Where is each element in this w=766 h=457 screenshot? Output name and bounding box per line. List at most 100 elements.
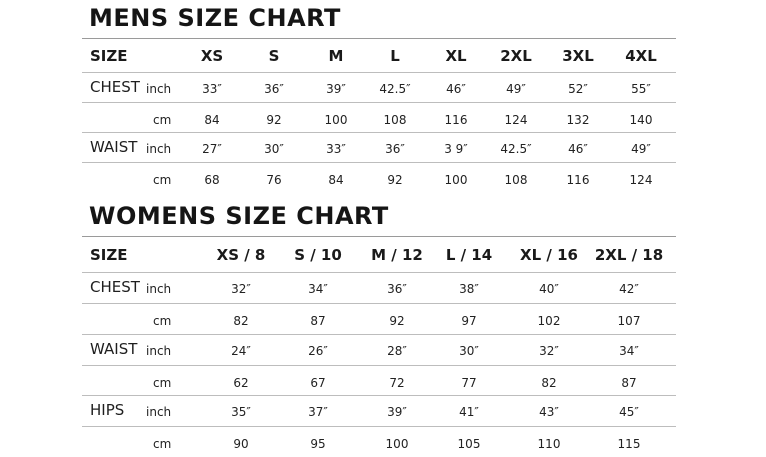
womens-measure-row: CHEST inch 32″ 34″ 36″ 38″ 40″ 42″ [82, 273, 676, 304]
mens-value-cell: 49″ [631, 142, 651, 156]
womens-value-cell: 77 [461, 376, 477, 390]
mens-size-header: 2XL [500, 47, 532, 65]
mens-size-header: L [390, 47, 400, 65]
mens-value-cell: 92 [266, 113, 282, 127]
womens-value-cell: 95 [310, 437, 326, 451]
womens-value-cell: 102 [537, 314, 561, 328]
mens-value-cell: 92 [387, 173, 403, 187]
womens-value-cell: 41″ [459, 405, 479, 419]
womens-header-row: SIZE XS / 8 S / 10 M / 12 L / 14 XL / 16 2XL /… [82, 237, 676, 273]
womens-measure-label: HIPS [90, 401, 125, 419]
womens-measure-row: cm 90 95 100 105 110 115 [82, 427, 676, 457]
womens-measure-label: CHEST [90, 278, 140, 296]
mens-value-cell: 49″ [506, 82, 526, 96]
womens-value-cell: 32″ [231, 282, 251, 296]
mens-value-cell: 52″ [568, 82, 588, 96]
mens-measure-label: CHEST [90, 78, 140, 96]
womens-value-cell: 67 [310, 376, 326, 390]
womens-size-header-label: SIZE [90, 246, 128, 264]
womens-value-cell: 90 [233, 437, 249, 451]
womens-unit-label: cm [153, 314, 172, 328]
mens-value-cell: 68 [204, 173, 220, 187]
mens-value-cell: 108 [504, 173, 528, 187]
mens-size-header: M [328, 47, 344, 65]
womens-value-cell: 37″ [308, 405, 328, 419]
mens-measure-row: cm 84 92 100 108 116 124 132 140 [82, 103, 676, 133]
womens-value-cell: 39″ [387, 405, 407, 419]
womens-value-cell: 110 [537, 437, 561, 451]
womens-size-header: S / 10 [294, 246, 342, 264]
womens-size-table: SIZE XS / 8 S / 10 M / 12 L / 14 XL / 16 2XL /… [82, 236, 676, 457]
mens-value-cell: 108 [383, 113, 407, 127]
mens-size-header: 4XL [625, 47, 657, 65]
womens-measure-row: WAIST inch 24″ 26″ 28″ 30″ 32″ 34″ [82, 335, 676, 366]
mens-measure-label: WAIST [90, 138, 138, 156]
womens-value-cell: 43″ [539, 405, 559, 419]
mens-measure-row: WAIST inch 27″ 30″ 33″ 36″ 3 9″ 42.5″ 46″ 49″ [82, 133, 676, 163]
mens-value-cell: 100 [444, 173, 468, 187]
mens-value-cell: 42.5″ [500, 142, 532, 156]
womens-measure-row: cm 82 87 92 97 102 107 [82, 304, 676, 335]
womens-value-cell: 35″ [231, 405, 251, 419]
womens-value-cell: 100 [385, 437, 409, 451]
mens-value-cell: 46″ [446, 82, 466, 96]
mens-size-chart-title: MENS SIZE CHART [89, 4, 341, 32]
mens-value-cell: 140 [629, 113, 653, 127]
mens-size-table: SIZE XS S M L XL 2XL 3XL 4XL CHEST inch 33″ 36″ 39″ 42… [82, 38, 676, 192]
womens-value-cell: 87 [621, 376, 637, 390]
mens-value-cell: 33″ [202, 82, 222, 96]
mens-unit-label: cm [153, 113, 172, 127]
womens-value-cell: 45″ [619, 405, 639, 419]
mens-value-cell: 84 [204, 113, 220, 127]
mens-value-cell: 46″ [568, 142, 588, 156]
womens-value-cell: 82 [541, 376, 557, 390]
womens-value-cell: 87 [310, 314, 326, 328]
mens-size-header: S [268, 47, 280, 65]
womens-measure-row: cm 62 67 72 77 82 87 [82, 366, 676, 396]
womens-value-cell: 38″ [459, 282, 479, 296]
womens-size-header: XS / 8 [216, 246, 266, 264]
mens-value-cell: 36″ [264, 82, 284, 96]
womens-value-cell: 115 [617, 437, 641, 451]
mens-size-header: XS [200, 47, 224, 65]
womens-value-cell: 40″ [539, 282, 559, 296]
womens-value-cell: 30″ [459, 344, 479, 358]
womens-unit-label: inch [146, 344, 172, 358]
womens-unit-label: cm [153, 376, 172, 390]
womens-size-header: XL / 16 [520, 246, 578, 264]
womens-value-cell: 36″ [387, 282, 407, 296]
mens-value-cell: 30″ [264, 142, 284, 156]
mens-value-cell: 3 9″ [444, 142, 468, 156]
mens-value-cell: 27″ [202, 142, 222, 156]
mens-value-cell: 33″ [326, 142, 346, 156]
mens-size-header-label: SIZE [90, 47, 128, 65]
mens-value-cell: 84 [328, 173, 344, 187]
mens-value-cell: 124 [629, 173, 653, 187]
mens-unit-label: inch [146, 142, 172, 156]
womens-value-cell: 82 [233, 314, 249, 328]
mens-value-cell: 36″ [385, 142, 405, 156]
womens-value-cell: 42″ [619, 282, 639, 296]
womens-value-cell: 34″ [308, 282, 328, 296]
womens-measure-row: HIPS inch 35″ 37″ 39″ 41″ 43″ 45″ [82, 396, 676, 427]
womens-value-cell: 28″ [387, 344, 407, 358]
mens-value-cell: 116 [444, 113, 468, 127]
womens-size-header: M / 12 [371, 246, 423, 264]
womens-value-cell: 32″ [539, 344, 559, 358]
mens-value-cell: 124 [504, 113, 528, 127]
mens-value-cell: 76 [266, 173, 282, 187]
womens-value-cell: 26″ [308, 344, 328, 358]
mens-measure-row: cm 68 76 84 92 100 108 116 124 [82, 163, 676, 192]
womens-value-cell: 105 [457, 437, 481, 451]
mens-value-cell: 100 [324, 113, 348, 127]
womens-value-cell: 62 [233, 376, 249, 390]
womens-value-cell: 97 [461, 314, 477, 328]
mens-value-cell: 116 [566, 173, 590, 187]
womens-value-cell: 34″ [619, 344, 639, 358]
mens-measure-row: CHEST inch 33″ 36″ 39″ 42.5″ 46″ 49″ 52″ 55″ [82, 73, 676, 103]
womens-value-cell: 92 [389, 314, 405, 328]
mens-value-cell: 55″ [631, 82, 651, 96]
womens-value-cell: 24″ [231, 344, 251, 358]
womens-value-cell: 72 [389, 376, 405, 390]
mens-header-row: SIZE XS S M L XL 2XL 3XL 4XL [82, 39, 676, 73]
